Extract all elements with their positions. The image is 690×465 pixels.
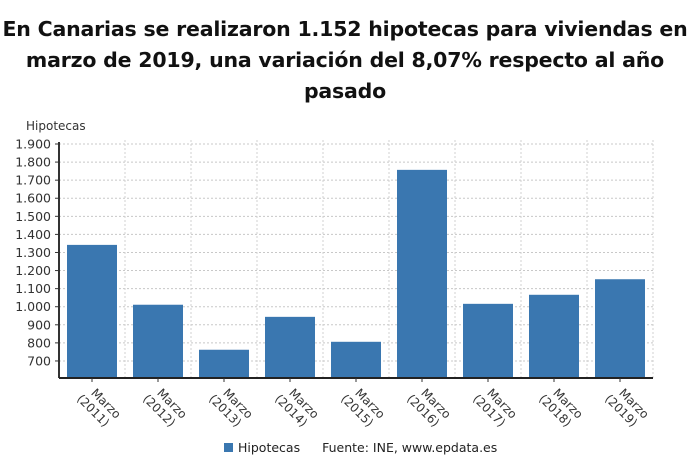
y-tick-label: 1.400 xyxy=(15,227,51,242)
y-axis-ticks: 700 800 900 1.000 1.100 1.200 1.300 1.400 1.500 1… xyxy=(15,137,59,368)
y-tick-label: 1.500 xyxy=(15,209,51,224)
y-tick-label: 800 xyxy=(27,335,51,350)
x-tick-label: Marzo(2013) xyxy=(206,386,256,430)
chart-title-line-1: En Canarias se realizaron 1.152 hipoteca… xyxy=(2,17,688,41)
legend-label: Hipotecas xyxy=(238,440,301,455)
bar xyxy=(595,279,645,378)
bar xyxy=(463,303,513,378)
y-tick-label: 900 xyxy=(27,317,51,332)
bar xyxy=(529,294,579,378)
source-note: Fuente: INE, www.epdata.es xyxy=(322,440,498,455)
chart-title-line-3: pasado xyxy=(303,79,387,103)
x-tick-label: Marzo(2012) xyxy=(140,386,190,430)
chart-title: En Canarias se realizaron 1.152 hipoteca… xyxy=(0,14,690,107)
x-tick-label: Marzo(2017) xyxy=(470,386,520,430)
y-tick-label: 1.200 xyxy=(15,263,51,278)
bar xyxy=(199,349,249,378)
y-axis-label: Hipotecas xyxy=(26,119,86,133)
bar xyxy=(331,341,381,378)
x-tick-label: Marzo(2015) xyxy=(338,386,388,430)
x-tick-label: Marzo(2018) xyxy=(536,386,586,430)
y-tick-label: 1.000 xyxy=(15,299,51,314)
bar xyxy=(397,169,447,378)
y-tick-label: 1.600 xyxy=(15,191,51,206)
x-tick-label: Marzo(2016) xyxy=(404,386,454,430)
y-tick-label: 1.300 xyxy=(15,245,51,260)
y-tick-label: 1.100 xyxy=(15,281,51,296)
bar xyxy=(265,316,315,378)
x-tick-label: Marzo(2014) xyxy=(272,386,322,430)
x-axis-ticks: Marzo(2011) Marzo(2012) Marzo(2013) Marzo(2… xyxy=(74,378,652,430)
y-tick-label: 1.700 xyxy=(15,173,51,188)
bar xyxy=(67,244,117,378)
bar xyxy=(133,304,183,378)
y-tick-label: 1.900 xyxy=(15,137,51,152)
chart-title-line-2: marzo de 2019, una variación del 8,07% r… xyxy=(25,48,665,72)
legend-swatch-icon xyxy=(224,443,233,452)
x-tick-label: Marzo(2019) xyxy=(602,386,652,430)
y-tick-label: 1.800 xyxy=(15,155,51,170)
bars xyxy=(67,169,645,378)
legend: Hipotecas Fuente: INE, www.epdata.es xyxy=(224,440,497,455)
y-tick-label: 700 xyxy=(27,353,51,368)
x-tick-label: Marzo(2011) xyxy=(74,386,124,430)
